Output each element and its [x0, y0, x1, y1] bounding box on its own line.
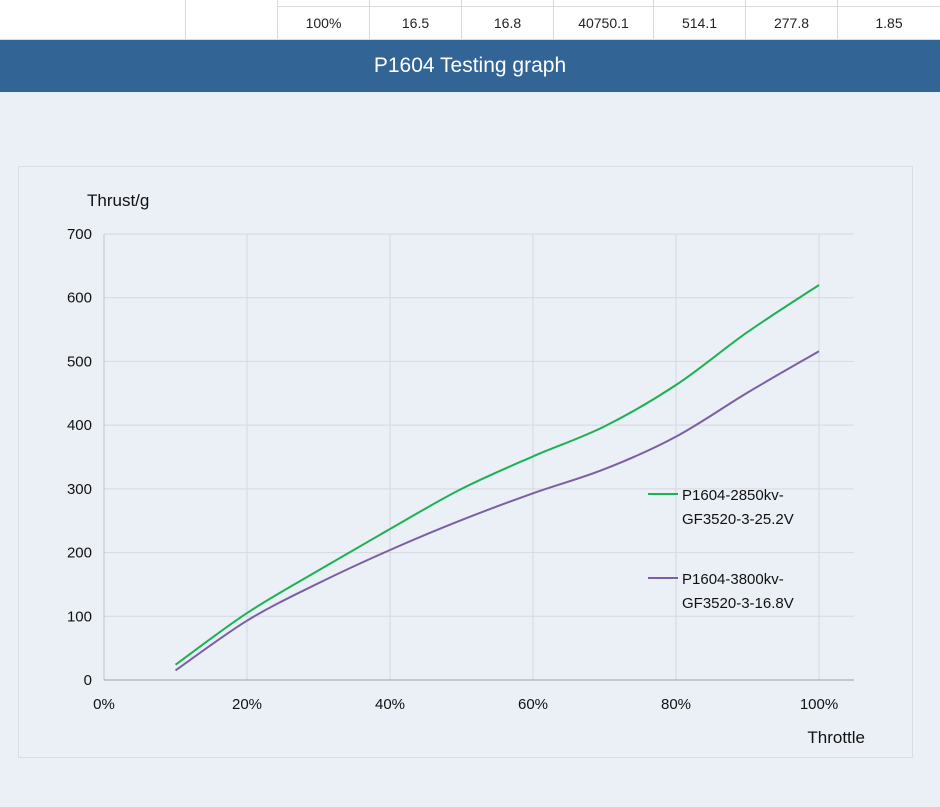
x-tick-label: 80% [661, 696, 691, 713]
graph-title: P1604 Testing graph [373, 54, 567, 77]
table-cell-8: 1.85 [875, 15, 903, 31]
y-tick-label: 700 [67, 226, 92, 243]
legend-label-2: P1604-3800kv- [682, 571, 784, 588]
graph-title-banner: P1604 Testing graph [0, 40, 940, 92]
table-bottom-border [0, 39, 940, 40]
x-tick-label: 40% [375, 696, 405, 713]
x-tick-label: 0% [93, 696, 115, 713]
series-line-2 [174, 350, 820, 672]
y-tick-label: 400 [67, 417, 92, 434]
y-tick-label: 300 [67, 481, 92, 498]
series-line-1 [174, 284, 820, 666]
y-axis-title: Thrust/g [87, 191, 149, 210]
y-tick-label: 0 [84, 672, 92, 689]
table-cell-6: 514.1 [654, 0, 746, 39]
legend-label-1: GF3520-3-25.2V [682, 511, 794, 528]
table-cell-throttle: 100% [278, 0, 370, 39]
y-tick-label: 200 [67, 545, 92, 562]
table-cell-7: 277.8 [746, 0, 838, 39]
chart-panel [18, 166, 913, 758]
y-tick-label: 500 [67, 353, 92, 370]
table-cell-1 [0, 0, 186, 39]
table-cell-5: 40750.1 [554, 0, 654, 39]
table-cell-3: 16.5 [370, 0, 462, 39]
x-tick-label: 20% [232, 696, 262, 713]
table-cell-4: 16.8 [462, 0, 554, 39]
table-cell-2 [186, 0, 278, 39]
data-table-row: 100% 16.5 16.8 40750.1 514.1 277.8 1.85 [0, 0, 940, 40]
x-tick-label: 100% [800, 696, 838, 713]
y-tick-label: 600 [67, 290, 92, 307]
x-axis-title: Throttle [807, 728, 865, 747]
legend-label-1: P1604-2850kv- [682, 487, 784, 504]
legend-label-2: GF3520-3-16.8V [682, 595, 794, 612]
y-tick-label: 100 [67, 608, 92, 625]
table-top-border [277, 6, 940, 7]
x-tick-label: 60% [518, 696, 548, 713]
